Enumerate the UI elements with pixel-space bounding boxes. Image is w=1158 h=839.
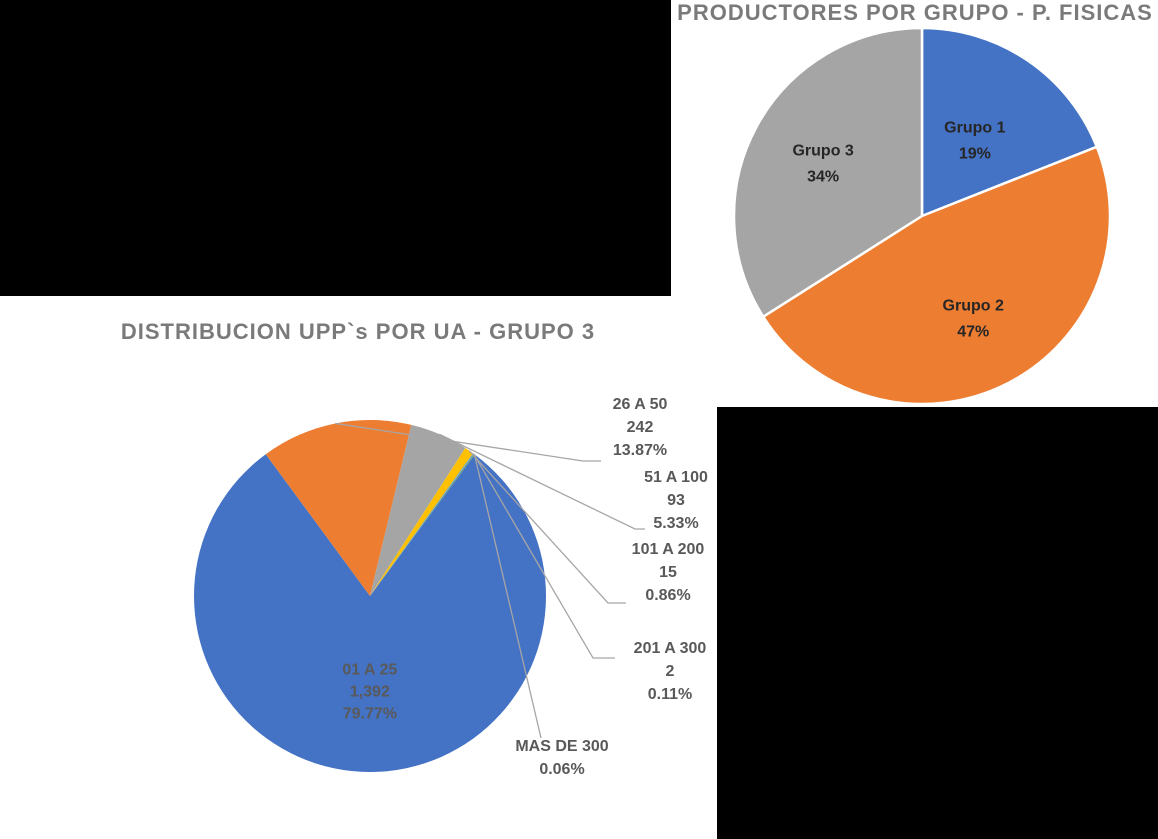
label-percent-label: 0.06% <box>539 761 584 778</box>
label-percent-label: 79.77% <box>343 706 397 723</box>
data-label-101-a-200: 101 A 200 15 0.86% <box>632 541 705 604</box>
label-label: Grupo 3 <box>792 143 853 160</box>
label-label: 201 A 300 <box>634 640 707 657</box>
pie-labels-distribucion: 01 A 25 1,392 79.77% 26 A 50 242 13.87% 51 A 1… <box>342 396 708 778</box>
pie-slice-grupo-3 <box>732 26 924 318</box>
data-label-grupo-1: Grupo 1 19% <box>944 119 1005 162</box>
leader-line-201-a-300 <box>473 453 615 659</box>
label-percent-label: 0.86% <box>645 587 690 604</box>
label-count-label: 2 <box>666 663 675 680</box>
pie-slices-productores <box>732 26 1112 406</box>
label-label: 01 A 25 <box>342 662 397 679</box>
pie-slice-101-a-200 <box>370 448 474 596</box>
pie-slice-01-a-25 <box>194 454 547 772</box>
label-count-label: 15 <box>659 564 677 581</box>
pie-slice-grupo-2 <box>762 145 1112 406</box>
pie-slice-51-a-100 <box>370 424 466 596</box>
data-label-mas-de-300: MAS DE 300 0.06% <box>515 738 608 778</box>
label-percent-label: 5.33% <box>653 515 698 532</box>
redacted-block-bottom-right <box>717 407 1158 839</box>
chart-title-distribucion: DISTRIBUCION UPP`s POR UA - GRUPO 3 <box>121 319 595 344</box>
data-label-26-a-50: 26 A 50 242 13.87% <box>613 396 668 459</box>
pie-labels-productores: Grupo 1 19% Grupo 2 47% Grupo 3 34% <box>792 119 1005 340</box>
label-label: Grupo 2 <box>943 298 1004 315</box>
data-label-grupo-3: Grupo 3 34% <box>792 143 853 186</box>
label-label: 51 A 100 <box>644 469 708 486</box>
leader-line-101-a-200 <box>468 450 626 604</box>
pie-slice-26-a-50 <box>265 420 412 596</box>
label-percent-label: 0.11% <box>648 686 692 703</box>
label-count-label: 1,392 <box>350 684 390 701</box>
chart-distribucion: DISTRIBUCION UPP`s POR UA - GRUPO 3 01 A… <box>121 319 708 778</box>
leader-line-mas-de-300 <box>473 454 542 739</box>
label-label: MAS DE 300 <box>515 738 608 755</box>
redacted-block-top-left <box>0 0 671 296</box>
chart-title-productores: PRODUCTORES POR GRUPO - P. FISICAS <box>677 0 1153 25</box>
leader-line-26-a-50 <box>335 422 601 462</box>
data-label-201-a-300: 201 A 300 2 0.11% <box>634 640 707 703</box>
data-label-grupo-2: Grupo 2 47% <box>943 298 1004 341</box>
data-label-01-a-25: 01 A 25 1,392 79.77% <box>342 662 397 723</box>
label-percent-label: 47% <box>957 324 989 341</box>
data-label-51-a-100: 51 A 100 93 5.33% <box>644 469 708 532</box>
pie-slice-mas-de-300 <box>370 454 475 596</box>
label-label: Grupo 1 <box>944 119 1005 136</box>
pie-slice-grupo-1 <box>920 26 1099 218</box>
leader-line-51-a-100 <box>439 433 645 530</box>
leader-lines-distribucion <box>335 422 645 739</box>
label-percent-label: 13.87% <box>613 442 667 459</box>
pie-slice-201-a-300 <box>370 453 475 596</box>
pie-slices-distribucion <box>194 420 547 772</box>
label-percent-label: 34% <box>807 169 839 186</box>
label-count-label: 93 <box>667 492 685 509</box>
chart-productores: PRODUCTORES POR GRUPO - P. FISICAS Grupo… <box>677 0 1153 406</box>
label-label: 101 A 200 <box>632 541 705 558</box>
label-percent-label: 19% <box>959 145 991 162</box>
label-count-label: 242 <box>627 419 654 436</box>
label-label: 26 A 50 <box>613 396 668 413</box>
